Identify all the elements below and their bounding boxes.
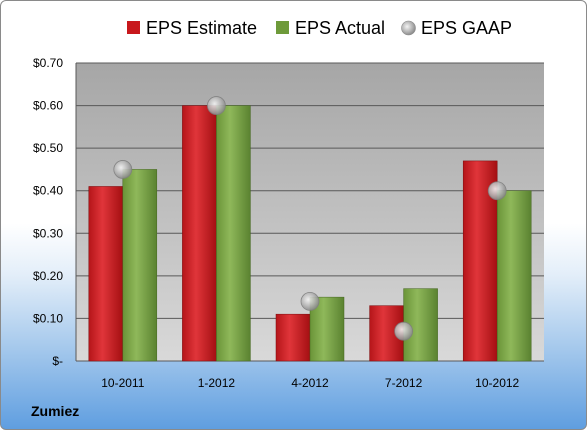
x-tick-label: 1-2012 [198, 376, 236, 390]
marker-eps-gaap [394, 321, 414, 341]
bar-eps-estimate [88, 186, 124, 362]
y-tick-label: $0.20 [33, 269, 63, 283]
bar-eps-actual [122, 169, 158, 362]
legend-label-eps-estimate: EPS Estimate [146, 18, 257, 38]
y-tick-label: $0.40 [33, 184, 63, 198]
y-tick-label: $0.50 [33, 141, 63, 155]
legend-swatch-eps-actual [276, 21, 289, 34]
company-label: Zumiez [31, 403, 80, 419]
y-tick-label: $0.10 [33, 311, 63, 325]
x-tick-label: 7-2012 [385, 376, 423, 390]
bar-eps-estimate [275, 313, 311, 362]
legend-swatch-eps-estimate [127, 21, 140, 34]
x-tick-label: 10-2012 [475, 376, 519, 390]
legend-label-eps-gaap: EPS GAAP [421, 18, 512, 38]
legend-label-eps-actual: EPS Actual [295, 18, 385, 38]
marker-eps-gaap [206, 96, 226, 115]
y-tick-label: $0.60 [33, 99, 63, 113]
y-tick-label: $0.70 [33, 56, 63, 70]
bar-eps-estimate [182, 105, 217, 362]
x-tick-label: 10-2011 [101, 376, 144, 390]
bar-eps-actual [216, 105, 251, 362]
legend-swatch-eps-gaap [401, 20, 416, 36]
y-tick-label: $0.30 [33, 226, 63, 240]
bar-eps-actual [496, 190, 532, 362]
marker-eps-gaap [487, 181, 507, 201]
y-tick-label: $- [52, 354, 63, 368]
x-tick-label: 4-2012 [291, 376, 329, 390]
marker-eps-gaap [300, 291, 320, 311]
marker-eps-gaap [113, 160, 133, 179]
